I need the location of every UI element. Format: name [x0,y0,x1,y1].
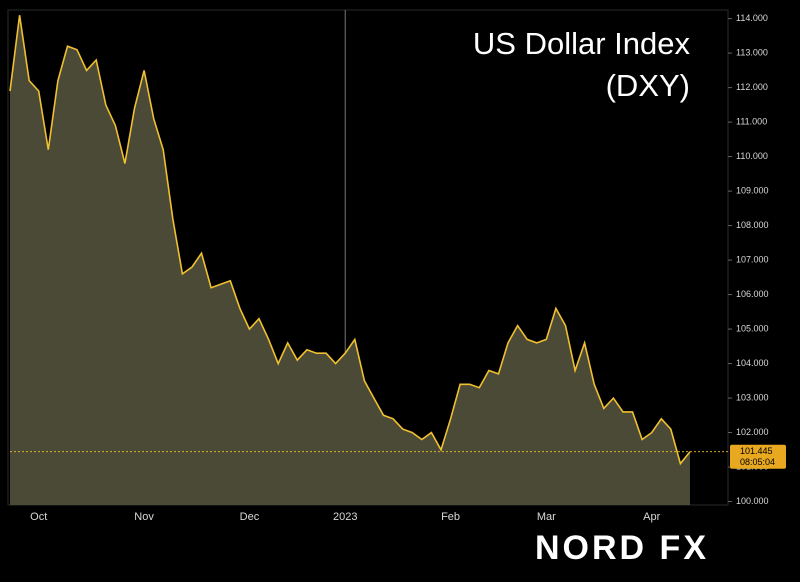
y-tick-label: 105.000 [736,323,769,333]
chart-subtitle: (DXY) [606,68,690,103]
y-tick-label: 113.000 [736,47,768,57]
x-tick-label: Dec [240,511,260,523]
chart-title: US Dollar Index [473,26,691,61]
x-tick-label: Mar [537,511,556,523]
price-line [9,15,691,466]
x-tick-label: Nov [134,511,154,523]
x-tick-label: Feb [441,511,460,523]
y-tick-label: 112.000 [736,82,768,92]
price-badge [730,444,786,469]
current-price-label: 101.445 [740,446,773,456]
y-tick-label: 111.000 [736,116,767,126]
x-tick-label: Apr [643,511,660,523]
x-tick-label: 2023 [333,511,357,523]
y-tick-label: 104.000 [736,358,769,368]
y-tick-label: 102.000 [736,427,769,437]
y-tick-label: 108.000 [736,220,769,230]
countdown-label: 08:05:04 [740,457,775,467]
area-fill [10,15,690,505]
x-tick-label: Oct [30,511,47,523]
y-tick-label: 100.000 [736,496,769,506]
y-tick-label: 114.000 [736,13,768,23]
brand-logo: NORD FX [535,529,709,567]
y-tick-label: 109.000 [736,185,769,195]
y-tick-label: 110.000 [736,151,768,161]
y-tick-label: 103.000 [736,392,769,402]
y-tick-label: 107.000 [736,254,769,264]
y-tick-label: 106.000 [736,289,769,299]
